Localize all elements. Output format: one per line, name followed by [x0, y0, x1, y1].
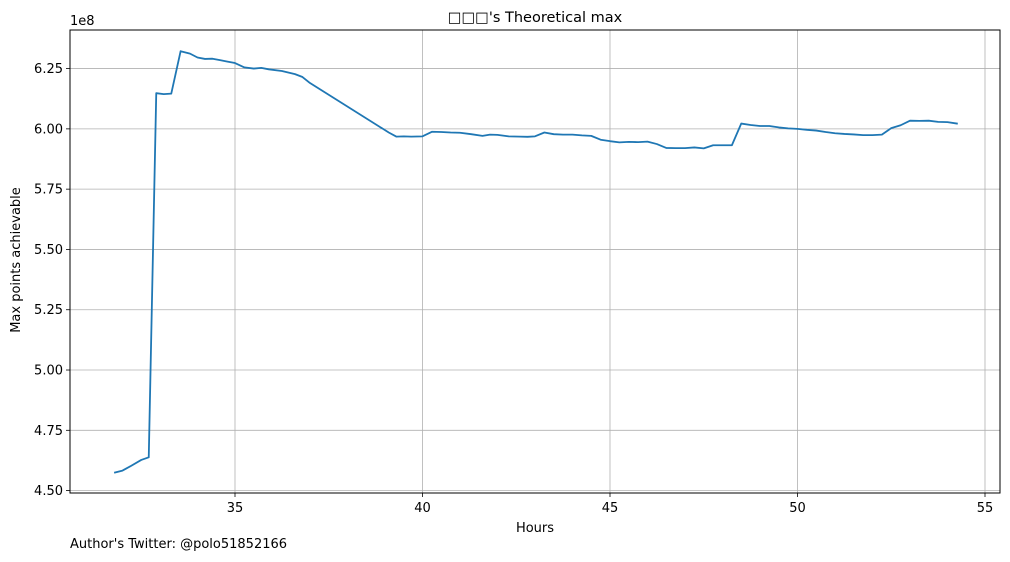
plot-area-frame — [69, 29, 1001, 494]
y-axis-offset-label: 1e8 — [70, 14, 95, 29]
author-twitter-note: Author's Twitter: @polo51852166 — [70, 537, 288, 552]
y-tick-label: 5.50 — [34, 243, 63, 258]
x-tick-label: 45 — [602, 501, 619, 516]
y-axis-label: Max points achievable — [9, 187, 24, 333]
y-axis-ticks: 4.50 4.75 5.00 5.25 5.50 5.75 6.00 6.25 — [34, 62, 70, 499]
grid-lines — [70, 30, 1000, 493]
chart-title: □□□'s Theoretical max — [448, 10, 623, 26]
series-line-0 — [113, 50, 958, 474]
y-tick-label: 6.00 — [34, 122, 63, 137]
y-tick-label: 5.00 — [34, 364, 63, 379]
y-tick-label: 6.25 — [34, 62, 63, 77]
y-tick-label: 4.50 — [34, 484, 63, 499]
x-axis-label: Hours — [516, 521, 554, 536]
series-layer — [113, 50, 958, 474]
y-tick-label: 4.75 — [34, 424, 63, 439]
y-tick-label: 5.75 — [34, 183, 63, 198]
x-tick-label: 55 — [977, 501, 994, 516]
x-tick-label: 40 — [414, 501, 431, 516]
y-tick-label: 5.25 — [34, 303, 63, 318]
x-axis-ticks: 35 40 45 50 55 — [227, 493, 994, 516]
x-tick-label: 50 — [789, 501, 806, 516]
x-tick-label: 35 — [227, 501, 244, 516]
